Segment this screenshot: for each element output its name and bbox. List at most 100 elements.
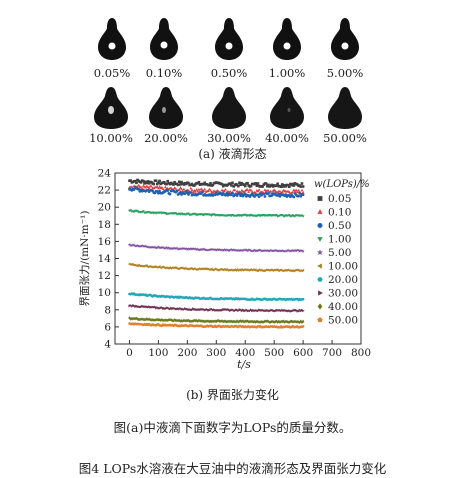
data-point-0.10	[272, 188, 276, 191]
data-point-0.50	[240, 192, 244, 196]
data-point-5.00	[288, 249, 292, 253]
data-point-5.00	[232, 248, 236, 252]
data-point-5.00	[285, 249, 289, 253]
data-point-10.00	[205, 267, 209, 271]
data-point-0.50	[137, 188, 141, 191]
data-point-0.10	[246, 188, 249, 191]
data-point-0.05	[287, 185, 291, 189]
data-point-0.10	[196, 189, 200, 193]
y-tick-label: 8	[104, 304, 111, 316]
data-point-5.00	[171, 246, 176, 250]
data-point-5.00	[142, 244, 147, 248]
legend-title: w(LOPs)/%	[314, 179, 370, 190]
data-point-5.00	[293, 248, 297, 252]
data-point-0.05	[255, 184, 259, 188]
data-point-5.00	[161, 245, 165, 249]
data-point-40.00	[214, 319, 218, 324]
data-point-40.00	[212, 319, 216, 324]
data-point-0.05	[265, 184, 269, 188]
data-point-0.50	[168, 192, 172, 196]
data-point-5.00	[200, 248, 205, 252]
data-point-10.00	[132, 263, 136, 267]
data-point-5.00	[271, 249, 275, 253]
data-point-0.50	[292, 195, 296, 199]
data-point-0.05	[146, 180, 150, 183]
data-point-5.00	[221, 248, 225, 252]
data-point-5.00	[294, 249, 298, 253]
data-point-5.00	[138, 244, 142, 248]
data-point-5.00	[134, 244, 139, 248]
data-point-0.50	[225, 191, 229, 195]
data-point-40.00	[240, 319, 244, 324]
data-point-5.00	[234, 248, 238, 252]
data-point-10.00	[134, 264, 138, 268]
y-tick-label: 20	[98, 202, 111, 214]
data-point-0.10	[155, 185, 159, 188]
data-point-5.00	[300, 248, 304, 252]
data-point-0.05	[242, 183, 246, 187]
data-point-0.50	[235, 194, 239, 197]
data-point-40.00	[166, 318, 169, 322]
data-point-0.50	[262, 192, 266, 196]
data-point-40.00	[213, 319, 217, 323]
data-point-0.10	[158, 185, 161, 188]
x-tick-label: 600	[293, 347, 313, 359]
legend-label-0.50: 0.50	[328, 220, 351, 232]
caption-a: (a) 液滴形态	[198, 147, 267, 161]
data-point-0.05	[235, 183, 239, 187]
data-point-0.05	[276, 182, 279, 186]
data-point-40.00	[253, 319, 256, 324]
data-point-40.00	[276, 320, 279, 324]
droplet-image-30.00	[212, 87, 246, 129]
data-point-5.00	[188, 247, 192, 251]
data-point-40.00	[242, 320, 246, 324]
data-point-40.00	[193, 318, 196, 323]
data-point-40.00	[159, 318, 163, 322]
legend-marker-0.10	[317, 209, 323, 214]
data-point-0.05	[180, 180, 183, 184]
data-point-0.50	[256, 193, 260, 197]
data-point-0.10	[228, 189, 232, 193]
data-point-5.00	[291, 248, 295, 252]
data-point-40.00	[299, 319, 303, 323]
data-point-0.10	[163, 185, 167, 189]
data-point-0.05	[184, 182, 188, 186]
data-point-10.00	[210, 267, 213, 271]
data-point-0.50	[224, 193, 227, 197]
data-point-0.10	[178, 186, 182, 189]
data-point-10.00	[242, 268, 246, 272]
y-tick-label: 24	[98, 168, 112, 180]
data-point-0.05	[232, 185, 235, 188]
data-point-40.00	[131, 317, 135, 321]
data-point-5.00	[284, 249, 288, 253]
data-point-0.50	[267, 192, 270, 195]
data-point-40.00	[220, 319, 224, 323]
data-point-0.10	[207, 187, 211, 191]
data-point-5.00	[144, 244, 148, 248]
data-point-5.00	[230, 248, 235, 252]
data-point-0.10	[199, 187, 203, 190]
data-point-0.05	[152, 182, 156, 186]
y-tick-label: 4	[104, 339, 111, 351]
data-point-0.05	[158, 179, 161, 183]
data-point-1.00	[209, 213, 212, 217]
data-point-10.00	[269, 268, 272, 272]
legend-marker-40.00	[317, 303, 323, 310]
figure-title: 图4 LOPs水溶液在大豆油中的液滴形态及界面张力变化	[78, 461, 387, 476]
y-tick-label: 10	[98, 287, 111, 299]
data-point-40.00	[206, 319, 210, 323]
data-point-0.10	[206, 189, 210, 193]
data-point-5.00	[240, 248, 244, 252]
data-point-5.00	[298, 249, 302, 253]
x-tick-label: 800	[351, 347, 371, 359]
data-point-0.05	[243, 184, 247, 188]
data-point-5.00	[217, 248, 221, 252]
data-point-0.10	[180, 187, 183, 191]
data-point-10.00	[149, 265, 153, 269]
data-point-5.00	[251, 249, 255, 253]
data-point-0.50	[263, 195, 267, 198]
data-point-40.00	[202, 319, 205, 323]
droplet-label-10.00: 10.00%	[89, 131, 133, 145]
data-point-40.00	[169, 318, 173, 322]
legend-marker-1.00	[317, 237, 323, 242]
